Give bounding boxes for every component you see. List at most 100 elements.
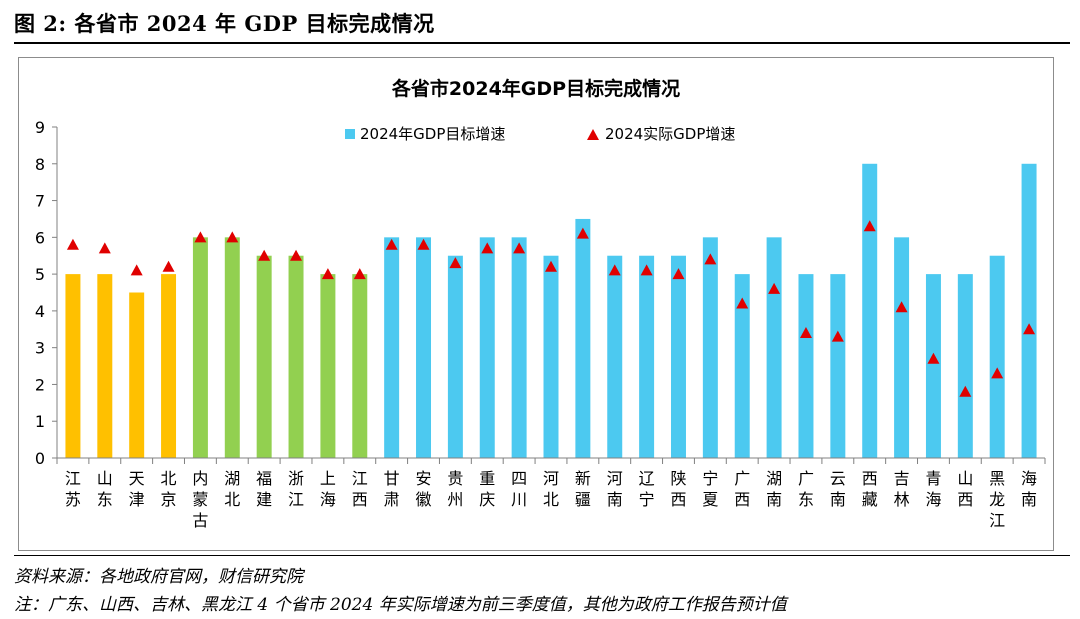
- marker-point: [130, 264, 143, 276]
- x-tick-label: 河北: [543, 469, 559, 509]
- bar: [320, 274, 336, 458]
- marker-point: [258, 249, 271, 261]
- bar: [925, 274, 941, 458]
- marker-point: [576, 227, 589, 239]
- marker-point: [991, 367, 1004, 379]
- marker-point: [226, 231, 239, 243]
- marker-point: [831, 330, 844, 342]
- x-tick-label: 山西: [957, 469, 973, 509]
- marker-point: [768, 282, 781, 294]
- x-tick-label: 天津: [129, 469, 145, 509]
- bar: [479, 237, 495, 458]
- legend: 2024年GDP目标增速 2024实际GDP增速: [345, 125, 735, 143]
- gdp-target-chart: 各省市2024年GDP目标完成情况 2024年GDP目标增速 2024实际GDP…: [35, 77, 1046, 530]
- y-tick-label: 7: [35, 192, 45, 211]
- x-tick-label: 宁夏: [702, 469, 718, 509]
- bar: [384, 237, 400, 458]
- marker-point: [385, 238, 398, 250]
- x-tick-label: 吉林: [894, 469, 910, 509]
- y-tick-label: 6: [35, 228, 45, 247]
- x-tick-label: 四川: [511, 469, 527, 509]
- figure-title: 图 2: 各省市 2024 年 GDP 目标完成情况: [14, 11, 435, 36]
- marker-point: [672, 268, 685, 280]
- bar: [352, 274, 368, 458]
- marker-point: [863, 220, 876, 232]
- y-tick-label: 9: [35, 118, 45, 137]
- y-tick-label: 2: [35, 375, 45, 394]
- marker-point: [959, 385, 972, 397]
- marker-point: [704, 253, 717, 265]
- marker-point: [895, 301, 908, 313]
- y-tick-label: 0: [35, 449, 45, 468]
- bar: [192, 237, 208, 458]
- bar: [894, 237, 910, 458]
- bar: [224, 237, 240, 458]
- x-tick-label: 青海: [925, 469, 941, 509]
- bar: [129, 292, 145, 458]
- y-axis: 0 1 2 3 4 5 6 7 8 9: [35, 118, 58, 468]
- bar: [65, 274, 81, 458]
- y-tick-label: 3: [35, 339, 45, 358]
- marker-point: [545, 260, 557, 272]
- bar: [1021, 163, 1037, 458]
- legend-marker-swatch: [587, 129, 599, 140]
- chart-title: 各省市2024年GDP目标完成情况: [391, 77, 680, 100]
- legend-bar-label: 2024年GDP目标增速: [360, 125, 505, 143]
- bar: [416, 237, 432, 458]
- bar: [288, 255, 304, 458]
- x-tick-label: 福建: [256, 469, 272, 509]
- x-tick-label: 广西: [734, 469, 750, 509]
- x-tick-label: 上海: [320, 469, 336, 509]
- x-tick-label: 贵州: [447, 469, 463, 509]
- bar: [447, 255, 463, 458]
- x-tick-label: 河南: [607, 469, 623, 509]
- x-tick-label: 重庆: [479, 469, 495, 509]
- x-tick-label: 甘肃: [384, 469, 400, 509]
- marker-series: [66, 220, 1036, 397]
- marker-point: [481, 242, 494, 254]
- bar: [734, 274, 750, 458]
- marker-point: [640, 264, 653, 276]
- top-rule: [14, 42, 1070, 44]
- marker-point: [353, 268, 366, 280]
- marker-point: [98, 242, 111, 254]
- marker-point: [736, 297, 749, 309]
- x-tick-label: 海南: [1021, 469, 1037, 509]
- bar: [543, 255, 559, 458]
- x-tick-label: 黑龙江: [989, 469, 1005, 530]
- legend-marker-label: 2024实际GDP增速: [605, 125, 735, 143]
- x-tick-label: 新疆: [575, 469, 591, 509]
- x-tick-label: 云南: [830, 469, 846, 509]
- y-tick-label: 4: [35, 302, 45, 321]
- x-tick-label: 江西: [352, 469, 368, 509]
- x-tick-label: 安徽: [416, 469, 432, 509]
- marker-point: [290, 249, 303, 261]
- bar: [639, 255, 655, 458]
- x-tick-label: 北京: [161, 469, 177, 509]
- y-tick-label: 8: [35, 155, 45, 174]
- source-note: 资料来源：各地政府官网，财信研究院: [14, 567, 303, 587]
- legend-bar-swatch: [345, 129, 355, 139]
- marker-point: [449, 257, 462, 269]
- bar-series: [65, 163, 1037, 458]
- footnote: 注：广东、山西、吉林、黑龙江 4 个省市 2024 年实际增速为前三季度值，其他…: [14, 595, 787, 615]
- marker-point: [1023, 323, 1036, 335]
- y-tick-label: 5: [35, 265, 45, 284]
- bar: [256, 255, 272, 458]
- bar: [161, 274, 177, 458]
- x-tick-label: 江苏: [65, 469, 81, 509]
- bar: [670, 255, 686, 458]
- x-axis: 江苏山东天津北京内蒙古湖北福建浙江上海江西甘肃安徽贵州重庆四川河北新疆河南辽宁陕…: [56, 457, 1046, 530]
- chart-frame: 各省市2024年GDP目标完成情况 2024年GDP目标增速 2024实际GDP…: [18, 57, 1054, 551]
- marker-point: [513, 242, 526, 254]
- x-tick-label: 广东: [798, 469, 814, 509]
- x-tick-label: 西藏: [862, 469, 878, 509]
- bottom-rule: [14, 555, 1070, 556]
- marker-point: [608, 264, 621, 276]
- marker-point: [66, 238, 79, 250]
- bar: [830, 274, 846, 458]
- bar: [607, 255, 623, 458]
- bar: [97, 274, 113, 458]
- bar: [798, 274, 814, 458]
- marker-point: [799, 326, 812, 338]
